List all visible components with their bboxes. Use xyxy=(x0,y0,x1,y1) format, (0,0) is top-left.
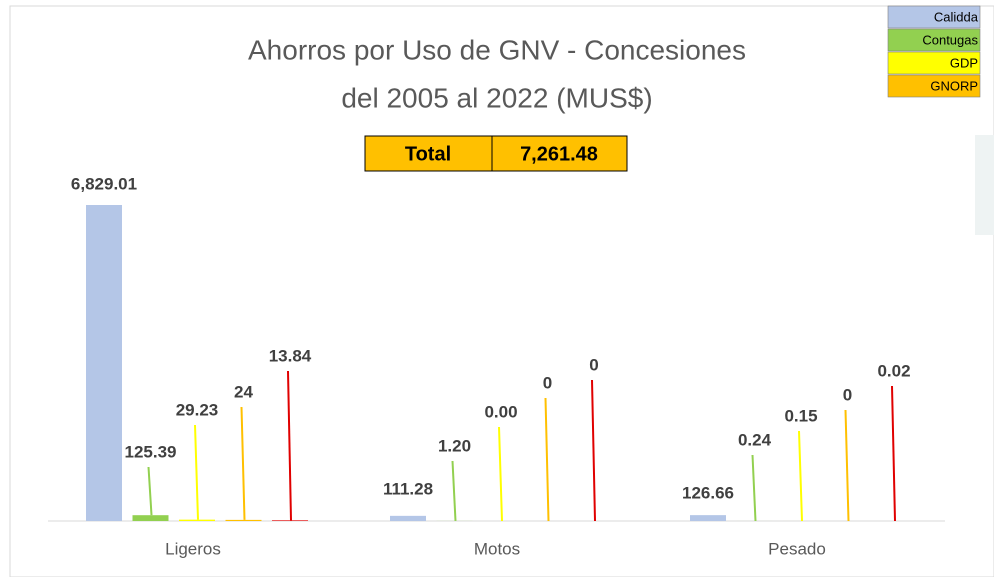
chart-title: del 2005 al 2022 (MUS$) xyxy=(341,82,652,113)
x-tick-label: Ligeros xyxy=(165,539,221,558)
leader-line xyxy=(798,430,803,522)
data-label: 111.28 xyxy=(383,479,433,498)
total-box xyxy=(364,135,628,172)
data-label: 6,829.01 xyxy=(71,174,137,193)
leader-line xyxy=(751,454,757,522)
total-value: 7,261.48 xyxy=(520,143,598,165)
bar xyxy=(86,205,122,521)
data-label: 0 xyxy=(843,385,852,404)
x-tick-label: Pesado xyxy=(768,539,826,558)
x-tick-label: Motos xyxy=(474,539,520,558)
legend-swatch xyxy=(887,74,981,98)
data-label: 0 xyxy=(543,373,552,392)
leader-line xyxy=(891,385,896,522)
legend-label: GNORP xyxy=(930,78,978,93)
total-label: Total xyxy=(405,143,451,165)
bar xyxy=(390,515,426,521)
chart-area xyxy=(9,5,994,577)
legend-label: Contugas xyxy=(922,32,978,47)
side-strip xyxy=(975,135,994,235)
legend-swatch xyxy=(887,51,981,75)
leader-line xyxy=(240,406,246,520)
data-label: 126.66 xyxy=(682,483,734,502)
bar xyxy=(179,519,215,521)
leader-line xyxy=(591,379,596,522)
data-label: 0.00 xyxy=(484,402,517,421)
data-label: 0.24 xyxy=(738,430,772,449)
legend-label: GDP xyxy=(950,55,978,70)
data-label: 1.20 xyxy=(438,436,471,455)
legend-label: Calidda xyxy=(934,9,979,24)
data-label: 0.02 xyxy=(877,361,910,380)
data-label: 13.84 xyxy=(269,346,312,365)
leader-line xyxy=(498,426,503,522)
data-label: 24 xyxy=(234,382,253,401)
data-label: 125.39 xyxy=(125,442,177,461)
bar xyxy=(690,515,726,521)
leader-line xyxy=(194,424,199,520)
data-label: 0 xyxy=(589,355,598,374)
data-label: 0.15 xyxy=(784,406,817,425)
bar xyxy=(132,515,169,521)
leader-line xyxy=(451,460,457,521)
leader-line xyxy=(147,466,153,516)
bar xyxy=(272,520,308,521)
leader-line xyxy=(844,409,850,522)
chart-title: Ahorros por Uso de GNV - Concesiones xyxy=(248,34,746,65)
data-label: 29.23 xyxy=(176,400,219,419)
bar xyxy=(225,519,262,521)
leader-line xyxy=(544,397,550,522)
legend-swatch xyxy=(887,28,981,52)
legend-swatch xyxy=(887,5,981,29)
leader-line xyxy=(287,370,292,521)
